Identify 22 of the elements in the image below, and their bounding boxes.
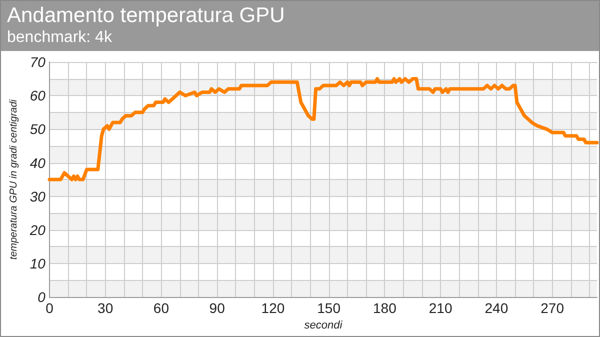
y-tick-label: 60 xyxy=(30,88,46,104)
y-tick-label: 30 xyxy=(30,188,46,204)
x-tick-label: 60 xyxy=(153,300,170,316)
x-tick-label: 120 xyxy=(261,300,285,316)
x-axis-title: secondi xyxy=(304,320,343,332)
y-tick-label: 70 xyxy=(30,54,46,70)
x-tick-label: 210 xyxy=(428,300,452,316)
x-tick-label: 30 xyxy=(98,300,114,316)
x-tick-label: 90 xyxy=(209,300,226,316)
y-tick-label: 50 xyxy=(30,121,46,138)
x-tick-label: 180 xyxy=(373,300,397,316)
x-tick-label: 240 xyxy=(484,300,508,316)
x-tick-label: 150 xyxy=(317,300,341,316)
y-axis-title: temperatura GPU in gradi centigradi xyxy=(8,98,20,260)
y-tick-label: 20 xyxy=(28,222,46,238)
line-series xyxy=(48,77,599,182)
y-tick-label: 0 xyxy=(38,289,46,306)
y-tick-label: 10 xyxy=(30,256,46,272)
chart-subtitle: benchmark: 4k xyxy=(7,28,113,47)
x-tick-label: 270 xyxy=(540,300,564,316)
chart-title: Andamento temperatura GPU xyxy=(7,3,286,28)
y-tick-label: 40 xyxy=(30,154,46,171)
